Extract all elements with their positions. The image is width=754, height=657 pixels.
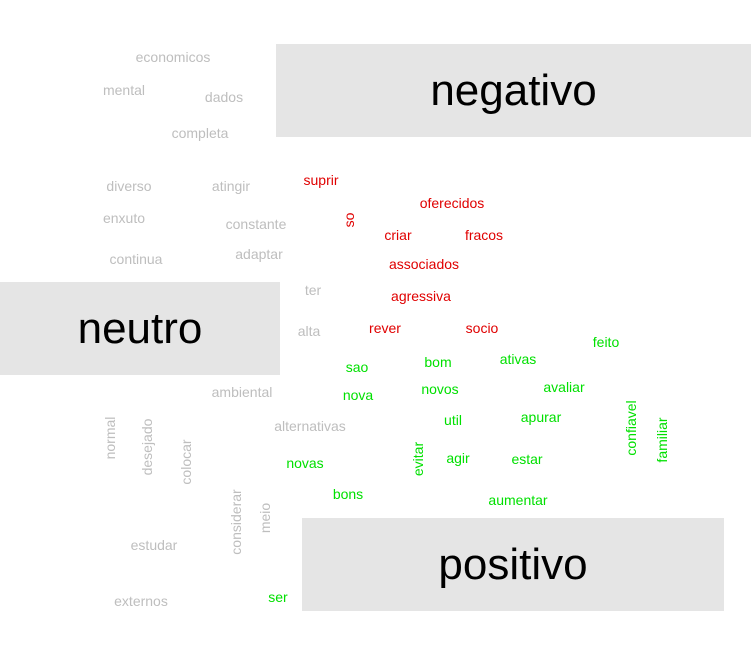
word-neutro-atingir: atingir xyxy=(211,178,251,194)
word-neutro-mental: mental xyxy=(102,82,146,98)
word-neutro-desejado: desejado xyxy=(139,418,155,476)
word-negativo-rever: rever xyxy=(369,320,401,336)
word-neutro-enxuto: enxuto xyxy=(102,210,146,226)
word-negativo-socio: socio xyxy=(465,320,499,336)
word-positivo-estar: estar xyxy=(511,451,543,467)
word-neutro-diverso: diverso xyxy=(106,178,152,194)
word-negativo-suprir: suprir xyxy=(303,172,339,188)
word-positivo-bons: bons xyxy=(332,486,364,502)
word-neutro-normal: normal xyxy=(102,416,118,460)
word-neutro-ambiental: ambiental xyxy=(211,384,273,400)
word-positivo-agir: agir xyxy=(446,450,470,466)
word-neutro-adaptar: adaptar xyxy=(235,246,283,262)
word-neutro-externos: externos xyxy=(114,593,168,609)
word-neutro-colocar: colocar xyxy=(178,439,194,485)
word-positivo-feito: feito xyxy=(592,334,620,350)
word-positivo-apurar: apurar xyxy=(520,409,562,425)
word-neutro-constante: constante xyxy=(225,216,287,232)
word-positivo-confiavel: confiavel xyxy=(623,400,639,456)
word-positivo-novas: novas xyxy=(286,455,324,471)
word-positivo-ser: ser xyxy=(268,589,288,605)
word-negativo-so: so xyxy=(341,212,357,228)
word-neutro-economicos: economicos xyxy=(135,49,211,65)
word-negativo-criar: criar xyxy=(384,227,412,243)
word-positivo-familiar: familiar xyxy=(654,417,670,463)
word-positivo-ativas: ativas xyxy=(499,351,537,367)
word-neutro-completa: completa xyxy=(171,125,229,141)
word-negativo-agressiva: agressiva xyxy=(391,288,451,304)
word-positivo-evitar: evitar xyxy=(410,441,426,477)
word-neutro-ter: ter xyxy=(304,282,322,298)
word-negativo-fracos: fracos xyxy=(464,227,504,243)
word-neutro-alternativas: alternativas xyxy=(274,418,346,434)
group-label-positivo: positivo xyxy=(302,518,724,611)
word-positivo-novos: novos xyxy=(421,381,459,397)
word-positivo-bom: bom xyxy=(424,354,452,370)
word-positivo-sao: sao xyxy=(345,359,369,375)
word-neutro-meio: meio xyxy=(257,502,273,534)
word-positivo-aumentar: aumentar xyxy=(488,492,548,508)
word-neutro-alta: alta xyxy=(297,323,321,339)
word-neutro-considerar: considerar xyxy=(228,489,244,555)
group-label-neutro: neutro xyxy=(0,282,280,375)
word-neutro-dados: dados xyxy=(204,89,244,105)
word-neutro-estudar: estudar xyxy=(130,537,178,553)
word-positivo-util: util xyxy=(444,412,462,428)
group-label-negativo: negativo xyxy=(276,44,751,137)
group-label-positivo-text: positivo xyxy=(438,539,588,589)
group-label-negativo-text: negativo xyxy=(430,65,597,115)
word-negativo-oferecidos: oferecidos xyxy=(419,195,485,211)
word-positivo-avaliar: avaliar xyxy=(543,379,585,395)
word-negativo-associados: associados xyxy=(388,256,460,272)
word-positivo-nova: nova xyxy=(342,387,374,403)
group-label-neutro-text: neutro xyxy=(77,303,203,353)
word-neutro-continua: continua xyxy=(109,251,163,267)
